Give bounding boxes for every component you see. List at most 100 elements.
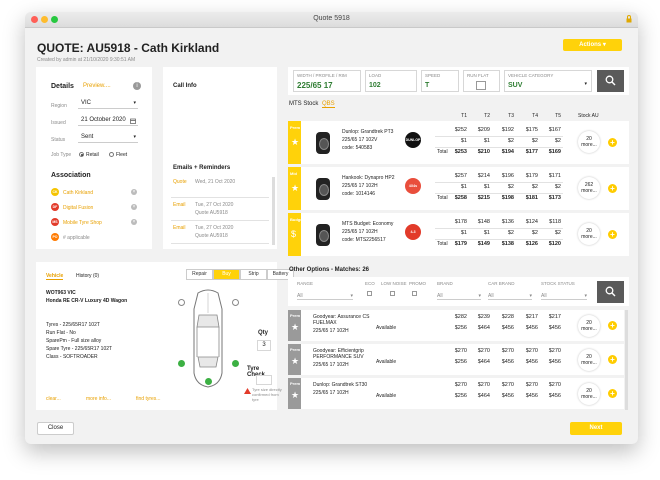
- next-button[interactable]: Next: [570, 422, 622, 435]
- more-info-link[interactable]: more info...: [86, 396, 112, 402]
- remove-icon[interactable]: ×: [131, 219, 137, 225]
- retail-radio[interactable]: [79, 152, 84, 157]
- close-window-button[interactable]: [31, 16, 38, 23]
- remove-icon[interactable]: ×: [131, 189, 137, 195]
- status-select[interactable]: Sent ▾: [78, 133, 138, 143]
- zoom-window-button[interactable]: [51, 16, 58, 23]
- more-stock-button[interactable]: 20 more...: [578, 349, 600, 371]
- add-icon[interactable]: +: [608, 230, 617, 239]
- association-badge: CK: [51, 188, 59, 196]
- price-cell: $2: [554, 230, 561, 236]
- chevron-down-icon: ▾: [584, 81, 587, 87]
- tier-strip: [288, 213, 301, 256]
- low-noise-checkbox[interactable]: [390, 291, 395, 296]
- speed-field[interactable]: SPEED T: [421, 70, 459, 92]
- options-scrollbar[interactable]: [625, 310, 628, 410]
- remove-icon[interactable]: ×: [131, 204, 137, 210]
- info-icon[interactable]: i: [133, 82, 141, 90]
- product-name[interactable]: MTS Budget: Economy: [342, 221, 394, 227]
- run-flat-field[interactable]: RUN FLAT: [463, 70, 500, 92]
- divider: [171, 243, 269, 244]
- actions-button[interactable]: Actions ▾: [563, 39, 622, 51]
- tyre-check-checkbox[interactable]: [256, 375, 272, 385]
- mode-tab-repair[interactable]: Repair: [186, 269, 213, 280]
- tab-mts-stock[interactable]: MTS Stock: [289, 101, 319, 107]
- fleet-radio[interactable]: [109, 152, 114, 157]
- price-cell: $167: [548, 127, 561, 133]
- tab-history[interactable]: History (0): [76, 273, 100, 279]
- add-icon[interactable]: +: [608, 389, 617, 398]
- close-button[interactable]: Close: [37, 422, 74, 435]
- qty-input[interactable]: 3: [257, 340, 271, 351]
- clear-link[interactable]: clear...: [46, 396, 61, 402]
- price-cell: $194: [501, 149, 514, 155]
- price-cell: $270: [548, 382, 561, 388]
- promo-checkbox[interactable]: [412, 291, 417, 296]
- add-icon[interactable]: +: [608, 321, 617, 330]
- width-profile-rim-field[interactable]: WIDTH / PROFILE / RIM 225/65 17: [293, 70, 361, 92]
- app-window: Quote 5918 QUOTE: AU5918 - Cath Kirkland…: [25, 12, 638, 444]
- emails-scrollbar[interactable]: [272, 177, 275, 245]
- star-icon: ★: [291, 322, 300, 332]
- add-icon[interactable]: +: [608, 138, 617, 147]
- more-stock-button[interactable]: 262 more...: [578, 177, 600, 199]
- option-name[interactable]: Dunlop: Grandtrek ST30: [313, 382, 368, 388]
- price-cell: $120: [548, 241, 561, 247]
- calendar-icon[interactable]: [130, 118, 136, 124]
- car-brand-select[interactable]: All ▾: [488, 293, 532, 300]
- price-cell: $228: [501, 314, 514, 320]
- vehicle-spec: Class - SOFTROADER: [46, 354, 98, 360]
- brand-select[interactable]: All ▾: [437, 293, 481, 300]
- more-stock-button[interactable]: 20 more...: [578, 131, 600, 153]
- option-size: 225/65 17 102H: [313, 328, 349, 334]
- price-cell: $456: [525, 359, 538, 365]
- option-name[interactable]: Goodyear: Assurance CS FUELMAX: [313, 314, 370, 326]
- range-select[interactable]: All ▾: [297, 293, 353, 300]
- tab-vehicle[interactable]: Vehicle: [46, 273, 64, 280]
- stock-status-select[interactable]: All ▾: [541, 293, 587, 300]
- option-size: 225/65 17 102H: [313, 390, 349, 396]
- add-icon[interactable]: +: [608, 355, 617, 364]
- more-stock-button[interactable]: 20 more...: [578, 223, 600, 245]
- tyre-rear-right[interactable]: [232, 360, 239, 367]
- tyre-front-right[interactable]: [232, 299, 239, 306]
- vehicle-category-select[interactable]: VEHICLE CATEGORY SUV ▾: [504, 70, 592, 92]
- region-select[interactable]: VIC ▾: [78, 99, 138, 109]
- mode-tab-strip[interactable]: Strip: [240, 269, 267, 280]
- tier-label: Prem: [290, 381, 301, 386]
- search-button[interactable]: [597, 70, 624, 92]
- load-field[interactable]: LOAD 102: [365, 70, 417, 92]
- product-name[interactable]: Hankook: Dynapro HP2: [342, 175, 395, 181]
- issued-date-field[interactable]: 21 October 2020: [78, 116, 138, 126]
- tyre-front-left[interactable]: [178, 299, 185, 306]
- width-value: 225/65 17: [297, 81, 333, 90]
- options-search-button[interactable]: [597, 281, 624, 303]
- minimize-window-button[interactable]: [41, 16, 48, 23]
- run-flat-checkbox[interactable]: [476, 81, 486, 90]
- find-tyres-link[interactable]: find tyres...: [136, 396, 161, 402]
- price-cell: $149: [477, 241, 490, 247]
- product-name[interactable]: Dunlop: Grandtrek PT3: [342, 129, 394, 135]
- tyre-spare[interactable]: [205, 378, 212, 385]
- mode-tab-buy[interactable]: Buy: [213, 269, 240, 280]
- tyre-rear-left[interactable]: [178, 360, 185, 367]
- tab-qbs[interactable]: QBS: [322, 101, 335, 108]
- add-icon[interactable]: +: [608, 184, 617, 193]
- preview-link[interactable]: Preview....: [83, 83, 111, 89]
- column-header: Stock AU: [578, 113, 599, 119]
- email-type[interactable]: Email: [173, 202, 186, 208]
- tier-strip: [288, 167, 301, 210]
- eco-checkbox[interactable]: [367, 291, 372, 296]
- more-stock-button[interactable]: 20 more...: [578, 315, 600, 337]
- mode-tab-battery[interactable]: Battery: [267, 269, 294, 280]
- warning-icon: [244, 388, 251, 394]
- more-stock-button[interactable]: 20 more...: [578, 383, 600, 405]
- email-type[interactable]: Email: [173, 225, 186, 231]
- association-link[interactable]: Mobile Tyre Shop: [63, 220, 102, 226]
- email-type[interactable]: Quote: [173, 179, 187, 185]
- other-options-filter-bar: RANGE All ▾ ECO LOW NOISE PROMO BRAND All…: [288, 277, 629, 306]
- association-link[interactable]: Digital Fusion: [63, 205, 94, 211]
- option-name[interactable]: Goodyear: Efficientgrip PERFORMANCE SUV: [313, 348, 364, 360]
- association-link[interactable]: Cath Kirkland: [63, 190, 94, 196]
- product-code: code: 540583: [342, 145, 373, 151]
